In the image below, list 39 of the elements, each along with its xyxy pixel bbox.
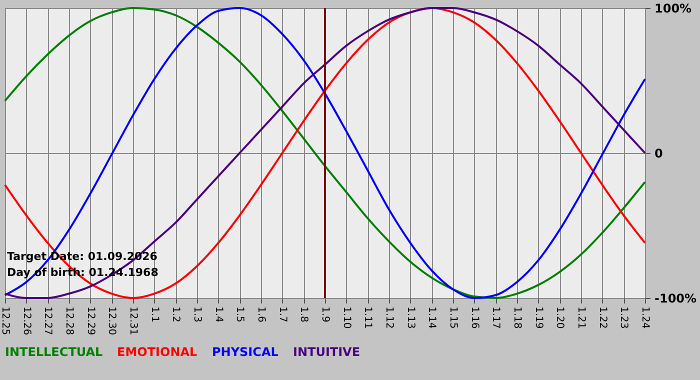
x-tick-label: 1.1 [148, 306, 160, 322]
x-tick-label: 1.22 [596, 306, 608, 329]
x-tick-label: 1.23 [618, 306, 630, 329]
x-tick-label: 1.10 [340, 306, 352, 329]
x-tick-label: 1.3 [192, 306, 202, 322]
x-tick-label: 1.18 [512, 306, 522, 329]
x-tick-label: 1.5 [234, 306, 246, 322]
x-tick-label: 12.26 [20, 306, 32, 336]
x-tick-label: 12.31 [128, 306, 138, 336]
x-tick-label: 12.29 [84, 306, 96, 336]
y-tick-label: 0 [654, 146, 663, 160]
x-tick-label: 1.2 [170, 306, 182, 322]
text: EMOTIONAL [117, 345, 198, 359]
x-tick-label: 12.27 [42, 306, 54, 336]
y-tick-label: 100% [654, 2, 692, 16]
y-tick-label: -100% [654, 292, 697, 306]
x-tick-label: 12.28 [64, 306, 74, 336]
x-tick-label: 1.8 [298, 306, 310, 322]
x-tick-label: 1.19 [532, 306, 544, 329]
x-tick-label: 1.7 [276, 306, 288, 322]
text: PHYSICAL [212, 345, 279, 359]
x-tick-label: 1.4 [212, 306, 224, 322]
x-tick-label: 1.20 [554, 306, 566, 329]
line-series [4, 7, 646, 299]
x-tick-label: 1.21 [576, 306, 586, 329]
text: INTELLECTUAL [5, 345, 104, 359]
x-tick-label: 1.11 [362, 306, 374, 329]
x-tick-label: 1.9 [320, 306, 330, 322]
x-tick-label: 12.25 [0, 306, 10, 336]
x-tick-label: 1.14 [426, 306, 438, 329]
text: INTUITIVE [293, 345, 360, 359]
x-tick-label: 1.13 [404, 306, 416, 329]
x-tick-label: 1.6 [256, 306, 266, 322]
x-tick-label: 1.17 [490, 306, 502, 329]
x-tick-label: 1.16 [468, 306, 480, 329]
x-tick-label: 1.24 [640, 306, 650, 329]
x-tick-label: 12.30 [106, 306, 118, 336]
x-tick-label: 1.12 [384, 306, 394, 329]
x-tick-label: 1.15 [448, 306, 458, 329]
